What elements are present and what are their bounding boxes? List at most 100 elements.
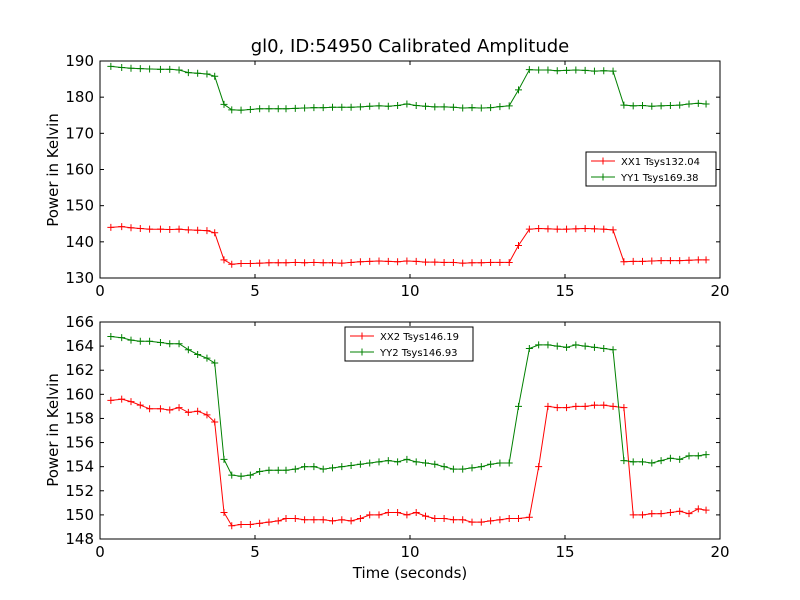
data-point [515,241,522,249]
data-point [146,65,154,73]
data-point [301,516,309,524]
data-point [256,259,264,267]
data-point [220,455,228,463]
data-point [127,398,135,406]
data-point [487,104,495,112]
data-point [384,257,392,265]
legend-marker [358,348,366,356]
x-tick-label: 20 [710,282,729,300]
data-point [459,259,467,267]
data-point [431,258,439,266]
data-point [375,511,383,519]
data-point [572,402,580,410]
data-point [563,404,571,412]
data-point [702,451,710,459]
data-point [291,515,299,523]
data-point [515,86,522,94]
data-point [468,464,476,472]
data-point [356,258,364,266]
legend-label: YY1 Tsys169.38 [620,173,699,184]
data-point [403,257,411,265]
data-point [505,515,513,523]
data-point [600,345,608,353]
legend: XX1 Tsys132.04 YY1 Tsys169.38 [585,151,717,187]
data-point [440,463,448,471]
series-markers-2 [107,332,710,480]
x-tick-label: 20 [710,543,729,561]
legend-box [585,151,717,187]
data-point [639,101,646,109]
data-point [356,515,364,523]
data-point [581,66,589,74]
data-point [477,518,485,526]
data-point [639,511,646,519]
bottom-y-axis-label: Power in Kelvin [44,373,62,487]
bottom-panel: 0 5 10 15 20 148 150 152 154 156 158 160 162 164 166 XX… [65,313,729,561]
data-point [211,72,219,80]
data-point [319,259,327,267]
data-point [505,459,513,467]
data-point [535,463,543,471]
data-point [412,257,420,265]
data-point [310,516,318,524]
data-point [422,459,429,467]
data-point [338,463,346,471]
data-point [338,103,346,111]
data-point [590,343,598,351]
data-point [107,396,115,404]
series-markers-2 [107,62,710,114]
data-point [375,458,383,466]
y-tick-label: 130 [65,269,94,287]
data-point [422,512,429,520]
data-point [347,103,355,111]
data-point [394,101,402,109]
data-point [203,411,211,419]
data-point [477,463,485,471]
y-tick-label: 140 [65,233,94,251]
data-point [246,471,254,479]
data-point [572,66,580,74]
y-tick-label: 158 [65,409,94,427]
y-tick-label: 166 [65,313,94,331]
data-point [156,405,164,413]
data-point [366,257,374,265]
data-point [525,225,533,233]
data-point [639,458,646,466]
data-point [301,463,309,471]
legend-marker [599,157,607,165]
data-point [310,104,318,112]
data-point [694,505,702,513]
data-point [572,225,580,233]
data-point [166,340,174,348]
data-point [203,227,211,235]
data-point [590,67,598,75]
data-point [211,229,219,237]
data-point [291,258,299,266]
data-point [403,511,411,519]
data-point [175,340,183,348]
data-point [459,516,467,524]
data-point [422,102,429,110]
data-point [175,66,183,74]
data-point [175,404,183,412]
data-point [563,66,571,74]
data-point [600,225,608,233]
data-point [265,466,273,474]
data-point [156,65,164,73]
data-point [535,224,543,232]
data-point [146,337,154,345]
legend: XX2 Tsys146.19 YY2 Tsys146.93 [344,326,474,362]
data-point [657,510,665,518]
legend-label: XX1 Tsys132.04 [621,157,700,168]
data-point [256,105,264,113]
data-point [403,100,411,108]
data-point [535,341,543,349]
data-point [544,66,552,74]
data-point [590,401,598,409]
data-point [666,101,674,109]
data-point [265,105,273,113]
data-point [136,401,144,409]
series-markers-1 [107,395,710,530]
data-point [609,67,617,75]
y-tick-label: 156 [65,434,94,452]
